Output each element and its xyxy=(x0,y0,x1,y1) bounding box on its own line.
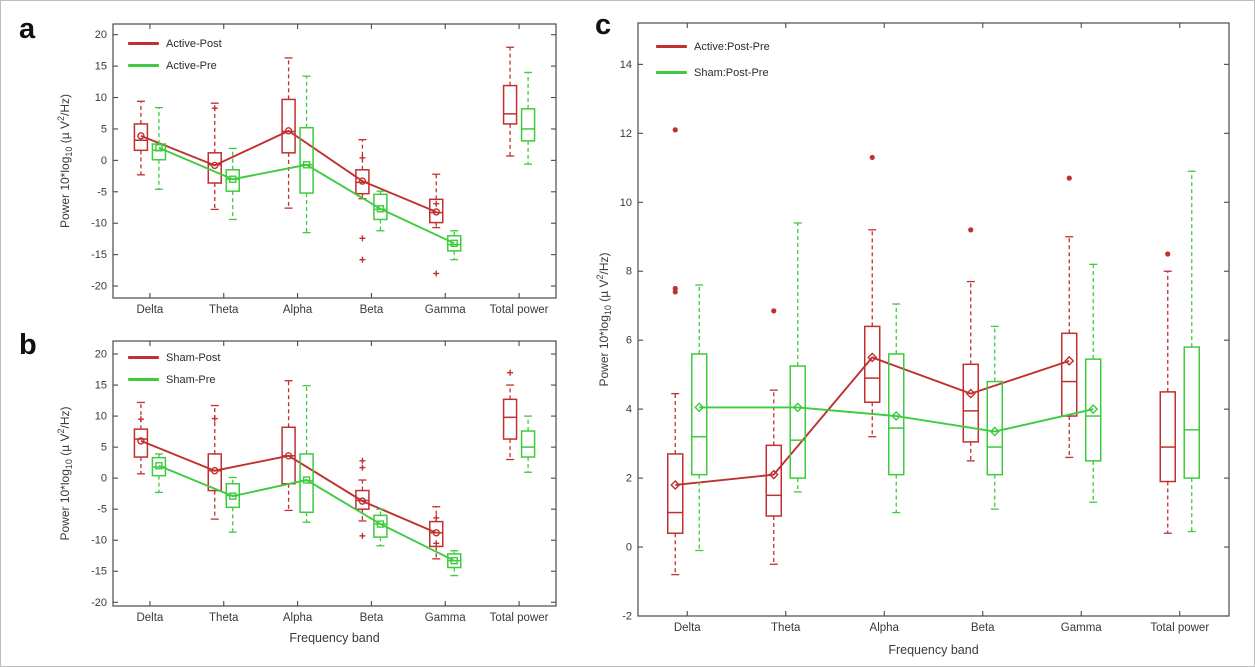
svg-text:0: 0 xyxy=(101,473,107,485)
sham-pre-line-swatch xyxy=(128,378,159,381)
svg-text:4: 4 xyxy=(626,404,632,416)
legend-item: Sham-Post xyxy=(128,351,220,364)
legend-item: Active-Post xyxy=(128,37,222,50)
svg-text:Beta: Beta xyxy=(360,304,384,316)
svg-text:10: 10 xyxy=(95,92,107,104)
svg-text:Frequency band: Frequency band xyxy=(289,631,379,645)
svg-text:15: 15 xyxy=(95,61,107,73)
active-pre-line-swatch xyxy=(128,64,159,67)
active-post-pre-line-swatch xyxy=(656,45,687,48)
sham-post-pre-line-swatch xyxy=(656,71,687,74)
svg-text:Delta: Delta xyxy=(136,304,163,316)
svg-text:-10: -10 xyxy=(91,535,107,547)
svg-text:14: 14 xyxy=(620,59,632,71)
legend-label: Sham:Post-Pre xyxy=(694,66,769,79)
svg-text:5: 5 xyxy=(101,442,107,454)
svg-text:2: 2 xyxy=(626,473,632,485)
svg-text:Gamma: Gamma xyxy=(425,612,467,624)
legend-item: Active:Post-Pre xyxy=(656,40,770,53)
legend-label: Sham-Post xyxy=(166,351,221,364)
svg-text:Alpha: Alpha xyxy=(870,622,900,634)
svg-text:-20: -20 xyxy=(91,597,107,609)
svg-text:Delta: Delta xyxy=(674,622,701,634)
svg-text:0: 0 xyxy=(626,542,632,554)
legend-panel-c: Active:Post-Pre Sham:Post-Pre xyxy=(656,40,770,79)
legend-item: Active-Pre xyxy=(128,59,222,72)
svg-text:Gamma: Gamma xyxy=(1061,622,1103,634)
legend-label: Active-Pre xyxy=(166,59,217,72)
svg-text:5: 5 xyxy=(101,123,107,135)
svg-text:8: 8 xyxy=(626,266,632,278)
svg-text:20: 20 xyxy=(95,349,107,361)
svg-text:Power 10*log10 (µ V2/Hz): Power 10*log10 (µ V2/Hz) xyxy=(595,252,613,386)
active-post-line-swatch xyxy=(128,42,159,45)
legend-label: Sham-Pre xyxy=(166,373,216,386)
svg-text:Total power: Total power xyxy=(490,612,549,624)
svg-text:Delta: Delta xyxy=(136,612,163,624)
svg-text:-15: -15 xyxy=(91,566,107,578)
panel-letter-c: c xyxy=(595,9,612,41)
svg-text:-20: -20 xyxy=(91,281,107,293)
svg-text:Beta: Beta xyxy=(360,612,384,624)
sham-post-line-swatch xyxy=(128,356,159,359)
svg-text:Alpha: Alpha xyxy=(283,612,313,624)
svg-text:Power 10*log10 (µ V2/Hz): Power 10*log10 (µ V2/Hz) xyxy=(56,406,74,540)
svg-text:Alpha: Alpha xyxy=(283,304,313,316)
legend-panel-b: Sham-Post Sham-Pre xyxy=(128,351,220,386)
svg-text:Total power: Total power xyxy=(1150,622,1209,634)
legend-panel-a: Active-Post Active-Pre xyxy=(128,37,222,72)
svg-text:-5: -5 xyxy=(97,504,107,516)
legend-label: Active:Post-Pre xyxy=(694,40,770,53)
legend-item: Sham-Pre xyxy=(128,373,220,386)
svg-text:-5: -5 xyxy=(97,186,107,198)
svg-text:Power 10*log10 (µ V2/Hz): Power 10*log10 (µ V2/Hz) xyxy=(56,94,74,228)
panel-letter-a: a xyxy=(19,13,36,45)
svg-text:Beta: Beta xyxy=(971,622,995,634)
svg-text:12: 12 xyxy=(620,128,632,140)
svg-text:15: 15 xyxy=(95,380,107,392)
svg-text:Frequency band: Frequency band xyxy=(888,643,978,657)
panel-letter-b: b xyxy=(19,329,37,361)
svg-text:Theta: Theta xyxy=(209,304,239,316)
svg-text:6: 6 xyxy=(626,335,632,347)
legend-item: Sham:Post-Pre xyxy=(656,66,770,79)
svg-text:Total power: Total power xyxy=(490,304,549,316)
svg-text:20: 20 xyxy=(95,29,107,41)
svg-text:-15: -15 xyxy=(91,249,107,261)
svg-text:10: 10 xyxy=(620,197,632,209)
svg-text:-2: -2 xyxy=(622,611,632,623)
svg-text:-10: -10 xyxy=(91,218,107,230)
legend-label: Active-Post xyxy=(166,37,222,50)
svg-text:Gamma: Gamma xyxy=(425,304,467,316)
svg-text:0: 0 xyxy=(101,155,107,167)
svg-text:Theta: Theta xyxy=(209,612,239,624)
svg-text:Theta: Theta xyxy=(771,622,801,634)
svg-text:10: 10 xyxy=(95,411,107,423)
